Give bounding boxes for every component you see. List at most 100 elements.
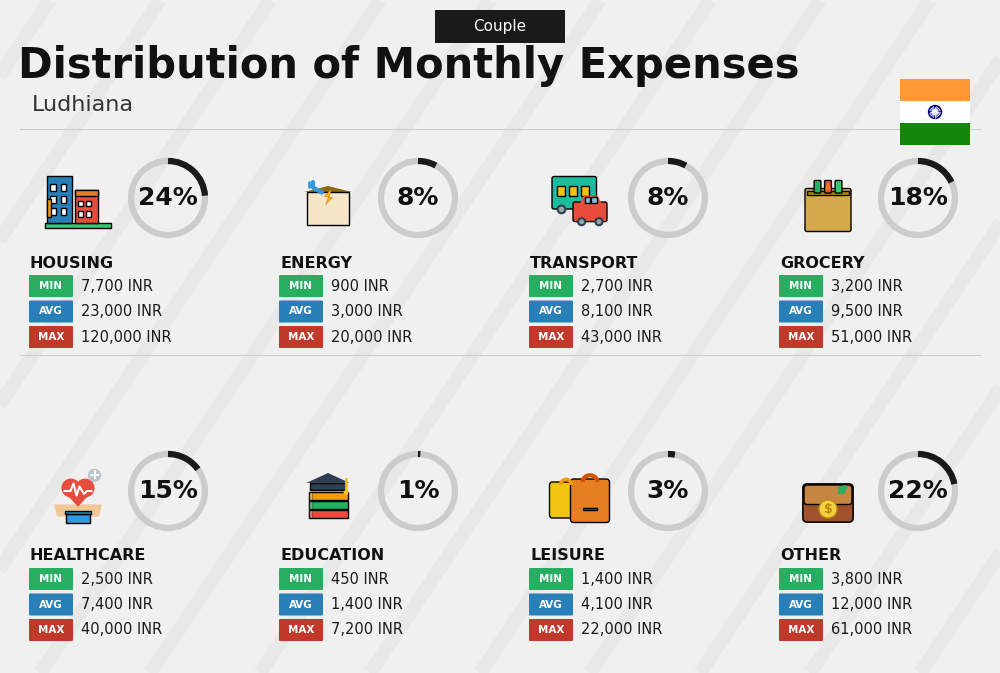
Text: AVG: AVG bbox=[539, 306, 563, 316]
Text: 3%: 3% bbox=[647, 479, 689, 503]
Text: HOUSING: HOUSING bbox=[30, 256, 114, 271]
Text: LEISURE: LEISURE bbox=[530, 548, 605, 563]
FancyBboxPatch shape bbox=[29, 326, 73, 348]
FancyBboxPatch shape bbox=[310, 483, 346, 489]
FancyBboxPatch shape bbox=[50, 197, 56, 203]
FancyBboxPatch shape bbox=[569, 186, 576, 196]
Text: AVG: AVG bbox=[539, 600, 563, 610]
Text: MAX: MAX bbox=[288, 332, 314, 342]
FancyBboxPatch shape bbox=[552, 176, 597, 209]
Text: 8,100 INR: 8,100 INR bbox=[581, 304, 653, 319]
Text: AVG: AVG bbox=[289, 306, 313, 316]
Polygon shape bbox=[306, 473, 350, 483]
Text: OTHER: OTHER bbox=[780, 548, 841, 563]
Text: 9,500 INR: 9,500 INR bbox=[831, 304, 903, 319]
FancyBboxPatch shape bbox=[66, 513, 90, 522]
Text: TRANSPORT: TRANSPORT bbox=[530, 256, 638, 271]
Text: AVG: AVG bbox=[39, 306, 63, 316]
Text: 61,000 INR: 61,000 INR bbox=[831, 623, 912, 637]
Circle shape bbox=[88, 469, 101, 482]
FancyBboxPatch shape bbox=[557, 186, 564, 196]
FancyBboxPatch shape bbox=[61, 184, 66, 191]
Text: 3,000 INR: 3,000 INR bbox=[331, 304, 403, 319]
FancyBboxPatch shape bbox=[900, 123, 970, 145]
Text: 1%: 1% bbox=[397, 479, 439, 503]
Text: 23,000 INR: 23,000 INR bbox=[81, 304, 162, 319]
Text: 2,500 INR: 2,500 INR bbox=[81, 571, 153, 586]
FancyBboxPatch shape bbox=[46, 199, 51, 217]
Text: MIN: MIN bbox=[39, 281, 62, 291]
FancyBboxPatch shape bbox=[309, 509, 312, 518]
Text: MIN: MIN bbox=[790, 574, 812, 584]
Text: 20,000 INR: 20,000 INR bbox=[331, 330, 412, 345]
FancyBboxPatch shape bbox=[900, 79, 970, 101]
Text: MAX: MAX bbox=[788, 332, 814, 342]
FancyBboxPatch shape bbox=[814, 180, 821, 193]
FancyBboxPatch shape bbox=[75, 190, 98, 196]
Circle shape bbox=[820, 501, 836, 518]
FancyBboxPatch shape bbox=[807, 190, 849, 195]
Text: +: + bbox=[89, 468, 100, 483]
Text: 51,000 INR: 51,000 INR bbox=[831, 330, 912, 345]
FancyBboxPatch shape bbox=[779, 275, 823, 297]
Text: MAX: MAX bbox=[38, 332, 64, 342]
FancyBboxPatch shape bbox=[585, 197, 590, 203]
FancyBboxPatch shape bbox=[804, 485, 852, 505]
Text: GROCERY: GROCERY bbox=[780, 256, 864, 271]
Circle shape bbox=[578, 218, 586, 225]
Text: 18%: 18% bbox=[888, 186, 948, 210]
FancyBboxPatch shape bbox=[309, 501, 312, 509]
FancyBboxPatch shape bbox=[825, 180, 831, 193]
FancyBboxPatch shape bbox=[86, 201, 91, 206]
FancyBboxPatch shape bbox=[779, 326, 823, 348]
Polygon shape bbox=[324, 190, 332, 205]
Text: 22,000 INR: 22,000 INR bbox=[581, 623, 662, 637]
FancyBboxPatch shape bbox=[50, 184, 56, 191]
Text: Distribution of Monthly Expenses: Distribution of Monthly Expenses bbox=[18, 45, 800, 87]
Circle shape bbox=[928, 106, 942, 118]
Text: 3,200 INR: 3,200 INR bbox=[831, 279, 903, 293]
FancyBboxPatch shape bbox=[779, 301, 823, 322]
FancyBboxPatch shape bbox=[570, 479, 610, 522]
FancyBboxPatch shape bbox=[29, 275, 73, 297]
Polygon shape bbox=[54, 505, 102, 516]
FancyBboxPatch shape bbox=[529, 619, 573, 641]
Text: 15%: 15% bbox=[138, 479, 198, 503]
FancyBboxPatch shape bbox=[779, 619, 823, 641]
Circle shape bbox=[559, 207, 564, 211]
FancyBboxPatch shape bbox=[75, 190, 98, 223]
Circle shape bbox=[933, 110, 937, 114]
FancyBboxPatch shape bbox=[45, 223, 111, 228]
FancyBboxPatch shape bbox=[309, 492, 312, 500]
FancyBboxPatch shape bbox=[581, 186, 589, 196]
FancyBboxPatch shape bbox=[279, 301, 323, 322]
Text: ENERGY: ENERGY bbox=[280, 256, 352, 271]
Circle shape bbox=[584, 205, 592, 213]
Text: 7,200 INR: 7,200 INR bbox=[331, 623, 403, 637]
Text: MIN: MIN bbox=[790, 281, 812, 291]
FancyBboxPatch shape bbox=[529, 568, 573, 590]
Text: 43,000 INR: 43,000 INR bbox=[581, 330, 662, 345]
FancyBboxPatch shape bbox=[835, 180, 842, 193]
FancyBboxPatch shape bbox=[803, 484, 853, 522]
FancyBboxPatch shape bbox=[29, 568, 73, 590]
FancyBboxPatch shape bbox=[550, 482, 582, 518]
FancyBboxPatch shape bbox=[529, 301, 573, 322]
Text: Couple: Couple bbox=[473, 18, 527, 34]
Text: 7,400 INR: 7,400 INR bbox=[81, 597, 153, 612]
FancyBboxPatch shape bbox=[309, 501, 348, 509]
Circle shape bbox=[61, 479, 80, 497]
Text: 12,000 INR: 12,000 INR bbox=[831, 597, 912, 612]
FancyBboxPatch shape bbox=[309, 492, 348, 500]
Text: 8%: 8% bbox=[397, 186, 439, 210]
FancyBboxPatch shape bbox=[86, 211, 91, 217]
Text: 24%: 24% bbox=[138, 186, 198, 210]
Text: 8%: 8% bbox=[647, 186, 689, 210]
Text: AVG: AVG bbox=[789, 306, 813, 316]
FancyBboxPatch shape bbox=[307, 192, 349, 225]
Text: 40,000 INR: 40,000 INR bbox=[81, 623, 162, 637]
FancyBboxPatch shape bbox=[279, 568, 323, 590]
Text: 22%: 22% bbox=[888, 479, 948, 503]
Text: 2,700 INR: 2,700 INR bbox=[581, 279, 653, 293]
FancyBboxPatch shape bbox=[29, 594, 73, 616]
